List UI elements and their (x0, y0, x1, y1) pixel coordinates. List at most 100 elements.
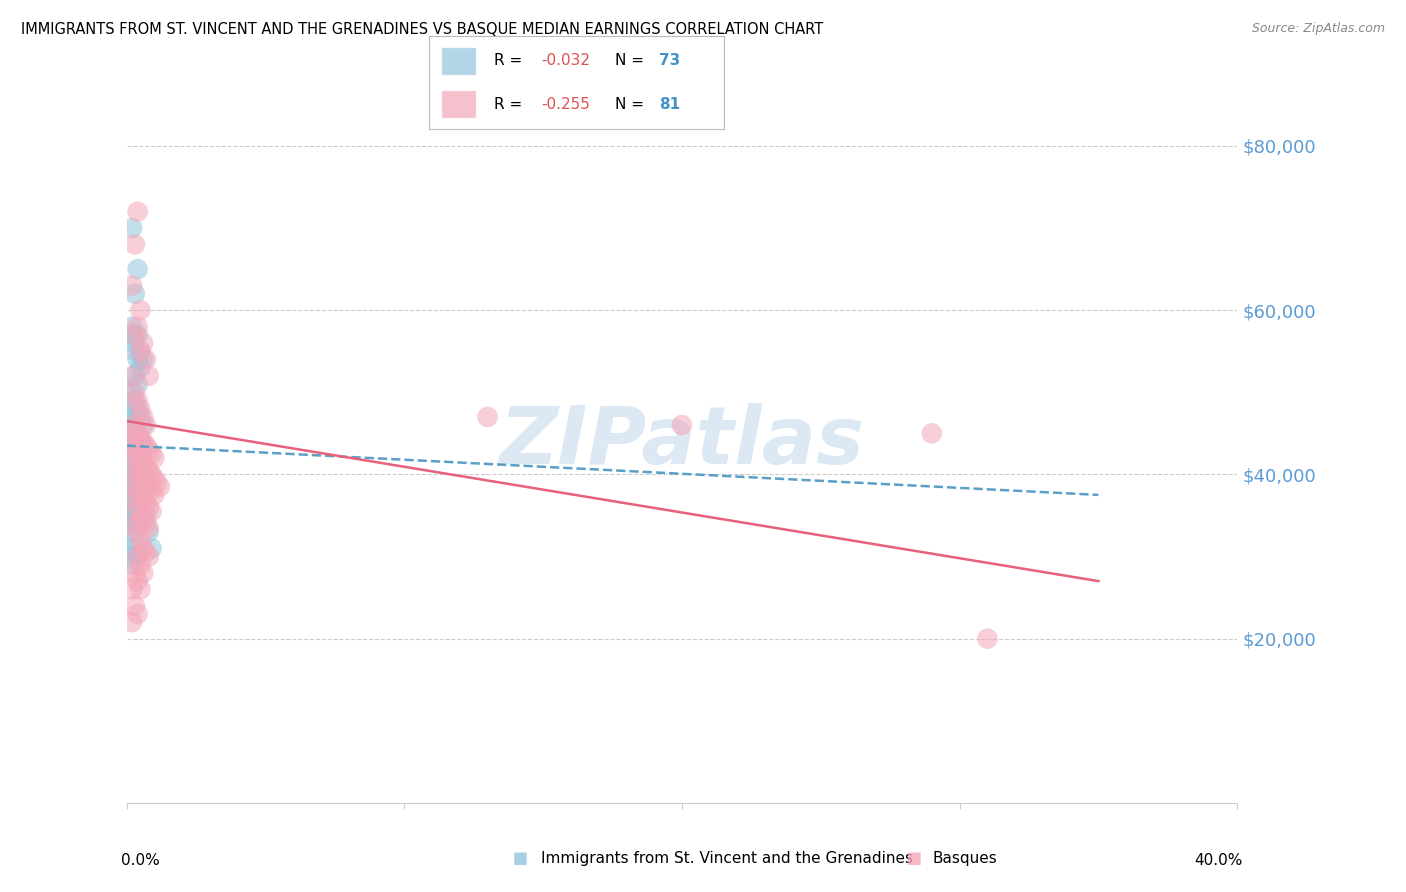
Point (132, 566, 155, 580)
Point (124, 286, 146, 301)
Point (132, 491, 155, 506)
Point (129, 463, 152, 477)
Point (118, 483, 141, 498)
Point (141, 467, 163, 482)
Text: 0.0%: 0.0% (121, 854, 160, 869)
Point (138, 521, 160, 535)
Point (124, 491, 146, 506)
Point (138, 368, 160, 383)
Point (124, 344, 146, 359)
Point (121, 512, 143, 526)
Point (143, 488, 166, 502)
Point (138, 463, 160, 477)
Point (135, 545, 157, 559)
Point (127, 401, 149, 416)
Point (124, 450, 146, 465)
Point (124, 237, 146, 252)
Point (129, 558, 152, 572)
Point (127, 430, 149, 444)
Point (124, 483, 146, 498)
Point (124, 426, 146, 441)
Point (127, 607, 149, 621)
FancyBboxPatch shape (440, 90, 477, 118)
Point (129, 491, 152, 506)
Point (141, 541, 163, 556)
Point (671, 418, 693, 433)
Point (477, 409, 499, 424)
Point (118, 418, 141, 433)
Text: 73: 73 (659, 54, 681, 69)
Point (124, 368, 146, 383)
Point (118, 549, 141, 564)
Point (121, 615, 143, 630)
Text: 81: 81 (659, 96, 681, 112)
Point (141, 504, 163, 518)
Text: Basques: Basques (932, 851, 997, 865)
Point (124, 475, 146, 490)
Point (127, 467, 149, 482)
Point (127, 549, 149, 564)
Point (124, 418, 146, 433)
Point (127, 426, 149, 441)
Point (138, 549, 160, 564)
Point (121, 385, 143, 400)
Point (124, 516, 146, 531)
Point (129, 401, 152, 416)
Text: ▪: ▪ (512, 847, 529, 870)
Point (124, 566, 146, 580)
Point (127, 377, 149, 392)
Point (121, 480, 143, 494)
Point (143, 471, 166, 485)
Point (127, 319, 149, 334)
Point (132, 512, 155, 526)
Point (135, 418, 157, 433)
Point (118, 450, 141, 465)
Point (118, 508, 141, 523)
Point (127, 459, 149, 474)
Point (129, 467, 152, 482)
Point (124, 516, 146, 531)
Point (146, 475, 169, 490)
Point (135, 508, 157, 523)
Point (921, 426, 943, 441)
Text: N =: N = (614, 96, 648, 112)
Text: R =: R = (494, 96, 527, 112)
Point (118, 442, 141, 457)
Point (121, 434, 143, 449)
Point (124, 385, 146, 400)
Point (149, 480, 172, 494)
Point (127, 204, 149, 219)
Point (121, 221, 143, 235)
Point (118, 401, 141, 416)
Point (118, 524, 141, 539)
Point (129, 360, 152, 375)
Point (129, 344, 152, 359)
Point (121, 426, 143, 441)
Text: IMMIGRANTS FROM ST. VINCENT AND THE GRENADINES VS BASQUE MEDIAN EARNINGS CORRELA: IMMIGRANTS FROM ST. VINCENT AND THE GREN… (21, 22, 824, 37)
Point (118, 496, 141, 510)
Point (127, 483, 149, 498)
Point (132, 418, 155, 433)
Point (121, 278, 143, 293)
Point (129, 409, 152, 424)
Point (135, 496, 157, 510)
Point (976, 632, 998, 646)
Text: N =: N = (614, 54, 648, 69)
Point (121, 442, 143, 457)
Point (129, 488, 152, 502)
Point (121, 409, 143, 424)
Point (127, 500, 149, 515)
Point (127, 574, 149, 588)
Point (121, 459, 143, 474)
Point (118, 475, 141, 490)
Point (129, 344, 152, 359)
Point (121, 327, 143, 342)
Text: R =: R = (494, 54, 527, 69)
Point (124, 418, 146, 433)
Point (124, 463, 146, 477)
Point (132, 352, 155, 367)
Point (127, 393, 149, 408)
Point (129, 582, 152, 597)
Text: Immigrants from St. Vincent and the Grenadines: Immigrants from St. Vincent and the Gren… (541, 851, 914, 865)
Point (135, 471, 157, 485)
